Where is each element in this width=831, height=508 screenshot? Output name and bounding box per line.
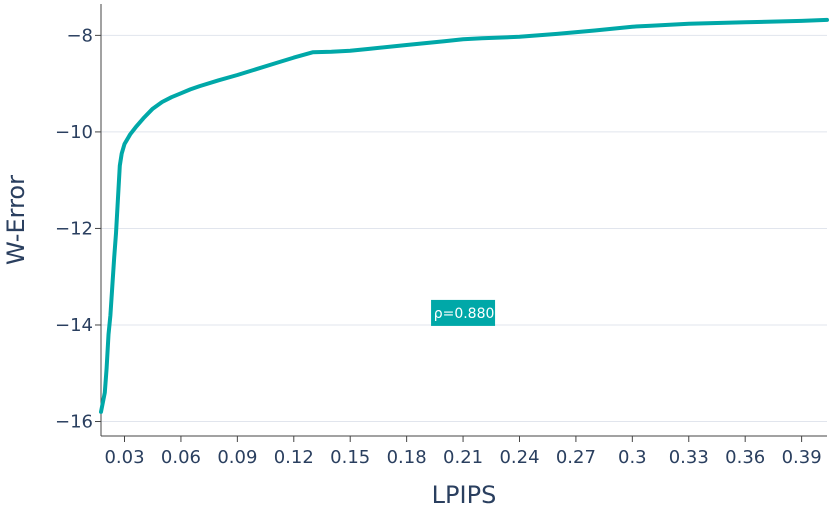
x-tick-label: 0.39 [782, 447, 822, 468]
x-axis-title: LPIPS [432, 481, 497, 508]
tick-layer: −16 −14 −12 −10 −8 0.03 0.06 0.09 0.12 0.15 0.18 0.… [55, 25, 822, 468]
y-tick-label: −12 [55, 218, 93, 239]
x-tick-label: 0.09 [217, 447, 257, 468]
x-tick-label: 0.18 [387, 447, 427, 468]
x-tick-label: 0.3 [618, 447, 647, 468]
x-tick-label: 0.06 [161, 447, 201, 468]
y-tick-label: −16 [55, 412, 93, 433]
x-tick-label: 0.33 [669, 447, 709, 468]
x-tick-label: 0.36 [725, 447, 765, 468]
y-tick-label: −14 [55, 315, 93, 336]
annotation-label: ρ=0.880 [434, 306, 495, 322]
y-axis-title: W-Error [2, 175, 30, 265]
grid-layer [101, 34, 827, 423]
y-tick-label: −8 [66, 25, 93, 46]
annotation-layer: ρ=0.880 [431, 299, 496, 326]
series-line [99, 17, 829, 414]
annotation-box [431, 299, 496, 326]
x-tick-label: 0.03 [104, 447, 144, 468]
series-layer [99, 17, 829, 414]
y-tick-label: −10 [55, 122, 93, 143]
x-tick-label: 0.24 [499, 447, 539, 468]
x-tick-label: 0.15 [330, 447, 370, 468]
x-tick-label: 0.21 [443, 447, 483, 468]
x-tick-label: 0.27 [556, 447, 596, 468]
axis-layer [100, 4, 827, 437]
x-tick-label: 0.12 [274, 447, 314, 468]
